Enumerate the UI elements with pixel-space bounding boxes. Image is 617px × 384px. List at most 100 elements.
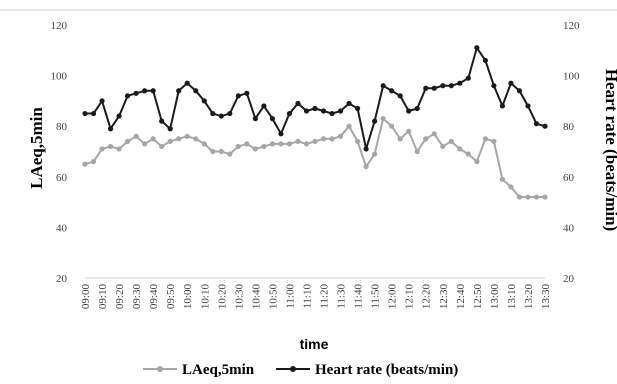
series-line <box>84 117 545 199</box>
right-y-tick-label: 60 <box>563 172 575 184</box>
data-point <box>107 126 114 132</box>
data-point <box>440 83 446 89</box>
data-point <box>414 148 420 155</box>
series-line <box>85 46 546 150</box>
x-tick-label: 12:20 <box>421 284 433 310</box>
data-point <box>184 133 190 139</box>
data-point <box>363 146 369 152</box>
data-point <box>90 110 97 117</box>
data-point <box>167 138 173 144</box>
data-point <box>448 138 454 144</box>
data-point <box>499 103 506 109</box>
data-point <box>278 141 284 147</box>
data-point <box>261 143 267 150</box>
x-tick-label: 10:30 <box>233 284 245 310</box>
data-point <box>124 93 131 99</box>
data-point <box>201 98 207 104</box>
data-point <box>286 141 293 147</box>
data-point <box>423 85 429 91</box>
right-y-tick-label: 20 <box>563 273 575 285</box>
legend-laeq-marker <box>157 366 163 372</box>
data-point <box>312 138 318 144</box>
left-y-tick-label: 80 <box>56 121 68 133</box>
data-point <box>150 88 156 94</box>
data-point <box>124 138 131 144</box>
x-tick-label: 09:30 <box>131 284 143 310</box>
data-point <box>193 136 199 142</box>
x-axis-ticks: 09:00 09:10 09:20 09:30 09:40 09:50 10:00 10:10… <box>80 284 552 310</box>
data-point <box>542 194 548 200</box>
data-point <box>397 136 403 142</box>
x-tick-label: 13:20 <box>523 284 535 310</box>
data-point <box>397 93 403 99</box>
x-tick-label: 09:00 <box>80 284 92 310</box>
data-point <box>159 143 165 150</box>
data-point <box>133 90 139 96</box>
x-tick-label: 11:30 <box>336 284 348 309</box>
x-tick-label: 12:50 <box>472 284 484 310</box>
x-axis-title: time <box>300 336 329 352</box>
right-y-tick-label: 100 <box>563 71 580 83</box>
data-point <box>346 100 352 107</box>
data-point <box>142 141 148 147</box>
data-point <box>159 118 165 124</box>
data-point <box>516 88 523 94</box>
data-point <box>508 184 514 190</box>
data-point <box>90 159 97 165</box>
data-point <box>542 123 548 129</box>
right-y-axis-title: Heart rate (beats/min) <box>602 69 617 231</box>
data-point <box>431 131 437 137</box>
x-tick-label: 13:00 <box>489 284 501 310</box>
left-y-tick-label: 40 <box>56 222 68 234</box>
data-point <box>295 138 301 144</box>
legend-laeq-label: LAeq,5min <box>182 362 255 378</box>
data-point <box>176 88 182 94</box>
x-tick-label: 11:00 <box>284 284 296 309</box>
x-tick-label: 11:40 <box>353 284 365 309</box>
data-point <box>227 151 233 157</box>
legend-heart-rate-label: Heart rate (beats/min) <box>315 362 458 378</box>
data-point <box>482 136 488 142</box>
data-point <box>269 116 276 122</box>
data-point <box>329 136 335 142</box>
data-point <box>82 161 88 167</box>
data-point <box>252 116 258 122</box>
data-point <box>329 110 335 117</box>
data-point <box>303 141 310 147</box>
data-point <box>150 136 156 142</box>
x-tick-label: 09:50 <box>165 284 177 310</box>
data-point <box>508 80 514 86</box>
x-tick-label: 09:40 <box>148 284 160 310</box>
data-point <box>389 123 395 129</box>
data-point <box>303 108 310 114</box>
data-point <box>380 83 386 89</box>
data-point <box>320 136 327 142</box>
legend-heart-rate-marker <box>290 366 296 372</box>
data-point <box>457 146 463 152</box>
data-point <box>448 83 454 89</box>
data-point <box>406 128 412 134</box>
left-y-tick-label: 20 <box>56 273 68 285</box>
data-point <box>269 141 276 147</box>
data-point <box>82 110 88 117</box>
x-tick-label: 13:10 <box>506 284 518 310</box>
data-point <box>278 131 284 137</box>
data-point <box>354 105 361 112</box>
data-point <box>312 105 318 112</box>
data-point <box>406 108 412 114</box>
legend-item-heart-rate: Heart rate (beats/min) <box>276 362 458 378</box>
data-point <box>491 138 497 144</box>
data-point <box>380 116 386 122</box>
data-point <box>244 141 250 147</box>
data-point <box>525 194 531 200</box>
x-tick-label: 12:40 <box>455 284 467 310</box>
data-point <box>457 80 463 86</box>
x-tick-label: 10:00 <box>182 284 194 310</box>
data-point <box>337 108 344 114</box>
x-tick-label: 11:10 <box>301 284 313 309</box>
data-point <box>465 75 471 81</box>
legend: LAeq,5min Heart rate (beats/min) <box>143 362 458 378</box>
data-point <box>99 146 105 152</box>
data-point <box>491 83 497 89</box>
